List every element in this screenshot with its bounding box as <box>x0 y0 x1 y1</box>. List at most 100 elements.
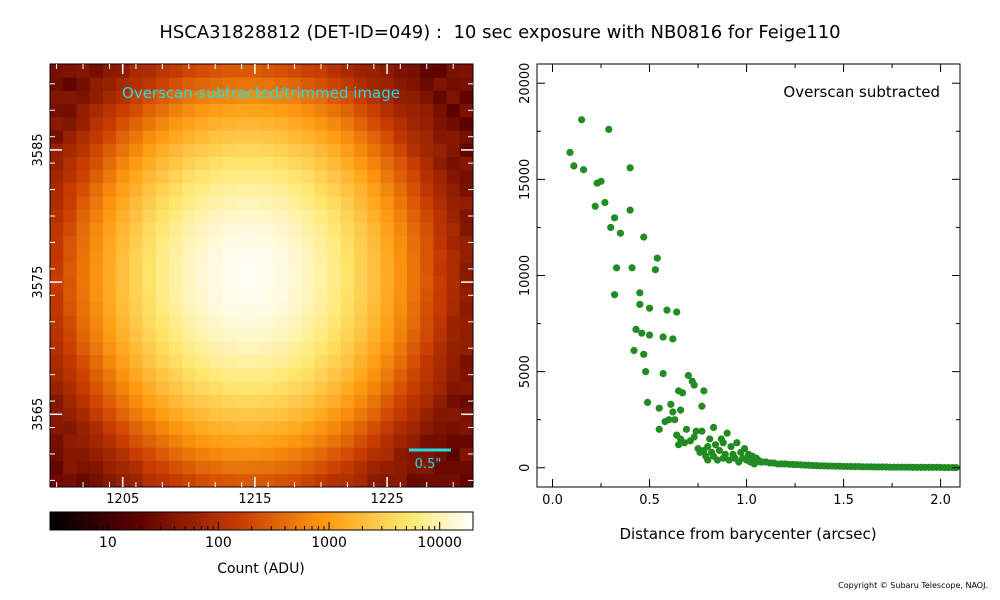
heatmap-cell <box>76 143 91 157</box>
heatmap-cell <box>168 328 183 342</box>
heatmap-cell <box>420 64 434 78</box>
heatmap-cell <box>116 196 130 210</box>
heatmap-cell <box>50 420 64 435</box>
heatmap-cell <box>116 447 130 461</box>
heatmap-cell <box>274 222 289 237</box>
heatmap-cell <box>208 394 223 409</box>
heatmap-cell <box>380 447 395 461</box>
heatmap-cell <box>433 116 447 131</box>
heatmap-cell <box>50 328 64 342</box>
heatmap-cell <box>129 368 143 382</box>
heatmap-cell <box>208 315 223 329</box>
heatmap-cell <box>274 262 289 276</box>
scatter-point <box>801 461 809 469</box>
scatter-point <box>948 463 956 472</box>
heatmap-cell <box>168 341 183 356</box>
heatmap-cell <box>261 130 276 144</box>
scatter-point <box>709 423 718 431</box>
scatter-point <box>905 463 914 471</box>
scatter-point <box>797 461 805 469</box>
heatmap-cell <box>261 209 276 224</box>
heatmap-cell <box>208 156 223 171</box>
scatter-point <box>777 460 786 468</box>
colorbar-tick-label: 10 <box>99 535 117 551</box>
heatmap-cell <box>274 64 289 78</box>
scatter-point <box>913 463 921 471</box>
heatmap-cell <box>287 315 302 329</box>
heatmap-cell <box>116 235 130 250</box>
heatmap-cell <box>248 222 262 237</box>
heatmap-cell <box>129 275 143 290</box>
heatmap-cell <box>314 222 328 237</box>
scatter-point <box>824 462 832 470</box>
scatter-point <box>690 381 698 389</box>
heatmap-cell <box>459 103 474 118</box>
heatmap-cell <box>248 407 262 422</box>
heatmap-cell <box>155 473 170 488</box>
heatmap-cell <box>89 143 104 157</box>
heatmap-cell <box>102 354 117 369</box>
scatter-point <box>612 264 621 272</box>
heatmap-cell <box>168 301 183 316</box>
scatter-point <box>675 441 683 449</box>
heatmap-cell <box>102 90 117 105</box>
heatmap-cell <box>142 130 157 144</box>
heatmap-cell <box>301 341 315 356</box>
heatmap-cell <box>168 169 183 184</box>
heatmap-cell <box>50 315 64 329</box>
heatmap-cell <box>446 249 461 263</box>
heatmap-cell <box>327 354 342 369</box>
heatmap-cell <box>221 368 236 382</box>
heatmap-cell <box>208 116 223 131</box>
heatmap-cell <box>116 473 130 488</box>
heatmap-cell <box>274 381 289 395</box>
scatter-point <box>744 450 753 458</box>
heatmap-cell <box>393 315 408 329</box>
heatmap-cell <box>327 156 342 171</box>
heatmap-cell <box>208 235 223 250</box>
scatter-point <box>789 460 797 469</box>
heatmap-cell <box>221 473 236 488</box>
scatter-point <box>665 416 673 424</box>
scatter-point <box>756 458 764 466</box>
heatmap-cell <box>50 143 64 157</box>
heatmap-cell <box>89 64 104 78</box>
heatmap-cell <box>301 301 315 316</box>
heatmap-cell <box>102 288 117 303</box>
heatmap-cell <box>314 341 328 356</box>
heatmap-cell <box>287 182 302 197</box>
heatmap-cell <box>459 235 474 250</box>
heatmap-cell <box>89 262 104 276</box>
heatmap-cell <box>354 169 368 184</box>
heatmap-cell <box>446 262 461 276</box>
scatter-point <box>867 463 875 471</box>
heatmap-cell <box>248 130 262 144</box>
heatmap-cell <box>76 288 91 303</box>
heatmap-cell <box>367 182 381 197</box>
heatmap-cell <box>89 90 104 105</box>
heatmap-cell <box>367 77 381 91</box>
heatmap-cell <box>129 315 143 329</box>
scatter-point <box>793 461 801 469</box>
heatmap-cell <box>168 249 183 263</box>
heatmap-cell <box>314 130 328 144</box>
heatmap-cell <box>142 328 157 342</box>
heatmap-cell <box>182 315 196 329</box>
heatmap-cell <box>102 368 117 382</box>
scatter-point <box>688 377 696 385</box>
heatmap-cell <box>89 315 104 329</box>
heatmap-cell <box>354 407 368 422</box>
heatmap-cell <box>261 103 276 118</box>
scatter-point <box>597 177 605 185</box>
scatter-x-tick-label: 2.0 <box>930 493 951 508</box>
heatmap-cell <box>274 328 289 342</box>
heatmap-cell <box>63 328 77 342</box>
heatmap-cell <box>195 249 210 263</box>
heatmap-cell <box>50 368 64 382</box>
heatmap-cell <box>89 341 104 356</box>
heatmap-cell <box>116 315 130 329</box>
heatmap-cell <box>433 64 447 78</box>
heatmap-cell <box>393 381 408 395</box>
scatter-point <box>741 444 749 453</box>
